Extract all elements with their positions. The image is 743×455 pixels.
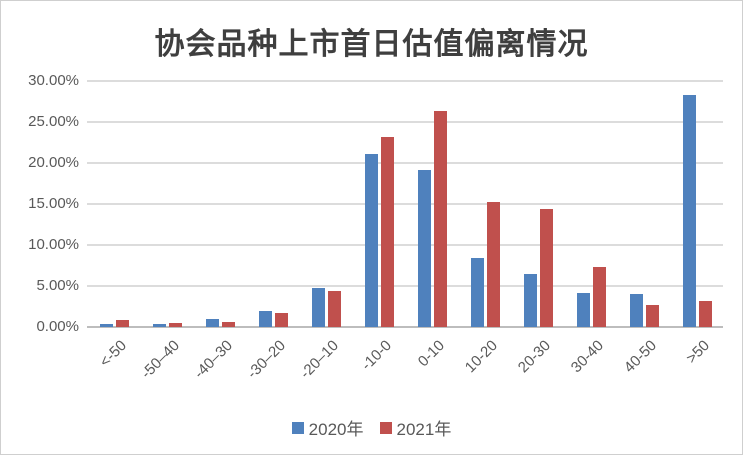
gridline xyxy=(87,244,723,246)
y-tick-label: 30.00% xyxy=(28,72,79,89)
y-tick-label: 5.00% xyxy=(36,277,79,294)
bar-2021年--40–30 xyxy=(222,322,235,327)
gridline xyxy=(87,162,723,164)
legend-item-2021年: 2021年 xyxy=(379,415,452,440)
legend: 2020年 2021年 xyxy=(1,415,742,440)
y-tick-label: 10.00% xyxy=(28,236,79,253)
bar-2021年--20–10 xyxy=(328,291,341,327)
bar-2020年-30-40 xyxy=(577,293,590,327)
gridline xyxy=(87,285,723,287)
bar-2020年->50 xyxy=(683,95,696,327)
bar-2021年-30-40 xyxy=(593,267,606,327)
legend-swatch-icon xyxy=(291,421,304,434)
legend-item-2020年: 2020年 xyxy=(291,415,364,440)
bar-2021年->50 xyxy=(699,301,712,327)
bar-2020年--20–10 xyxy=(312,288,325,327)
chart-title: 协会品种上市首日估值偏离情况 xyxy=(154,27,589,62)
bar-2021年--50–40 xyxy=(169,323,182,327)
gridline xyxy=(87,80,723,82)
bar-2021年-10-20 xyxy=(487,202,500,327)
bar-2021年-<-50 xyxy=(116,320,129,327)
bar-2020年--10-0 xyxy=(365,154,378,327)
bar-2021年-0-10 xyxy=(434,111,447,327)
bar-2020年-20-30 xyxy=(524,274,537,327)
y-tick-label: 15.00% xyxy=(28,195,79,212)
bar-2021年-20-30 xyxy=(540,209,553,327)
x-axis-line xyxy=(87,326,723,328)
bar-2020年-10-20 xyxy=(471,258,484,327)
bar-2020年-0-10 xyxy=(418,170,431,327)
legend-swatch-icon xyxy=(379,421,392,434)
bar-2021年--30–20 xyxy=(275,313,288,327)
bar-2021年-40-50 xyxy=(646,305,659,327)
bar-2020年--50–40 xyxy=(153,324,166,327)
gridline xyxy=(87,203,723,205)
bar-2020年--30–20 xyxy=(259,311,272,327)
y-tick-label: 0.00% xyxy=(36,318,79,335)
bar-2020年-40-50 xyxy=(630,294,643,327)
y-tick-label: 20.00% xyxy=(28,154,79,171)
legend-label: 2020年 xyxy=(308,420,364,439)
y-tick-label: 25.00% xyxy=(28,113,79,130)
bar-2020年-<-50 xyxy=(100,324,113,327)
bar-2020年--40–30 xyxy=(206,319,219,327)
gridline xyxy=(87,121,723,123)
bar-2021年--10-0 xyxy=(381,137,394,327)
legend-label: 2021年 xyxy=(396,420,452,439)
